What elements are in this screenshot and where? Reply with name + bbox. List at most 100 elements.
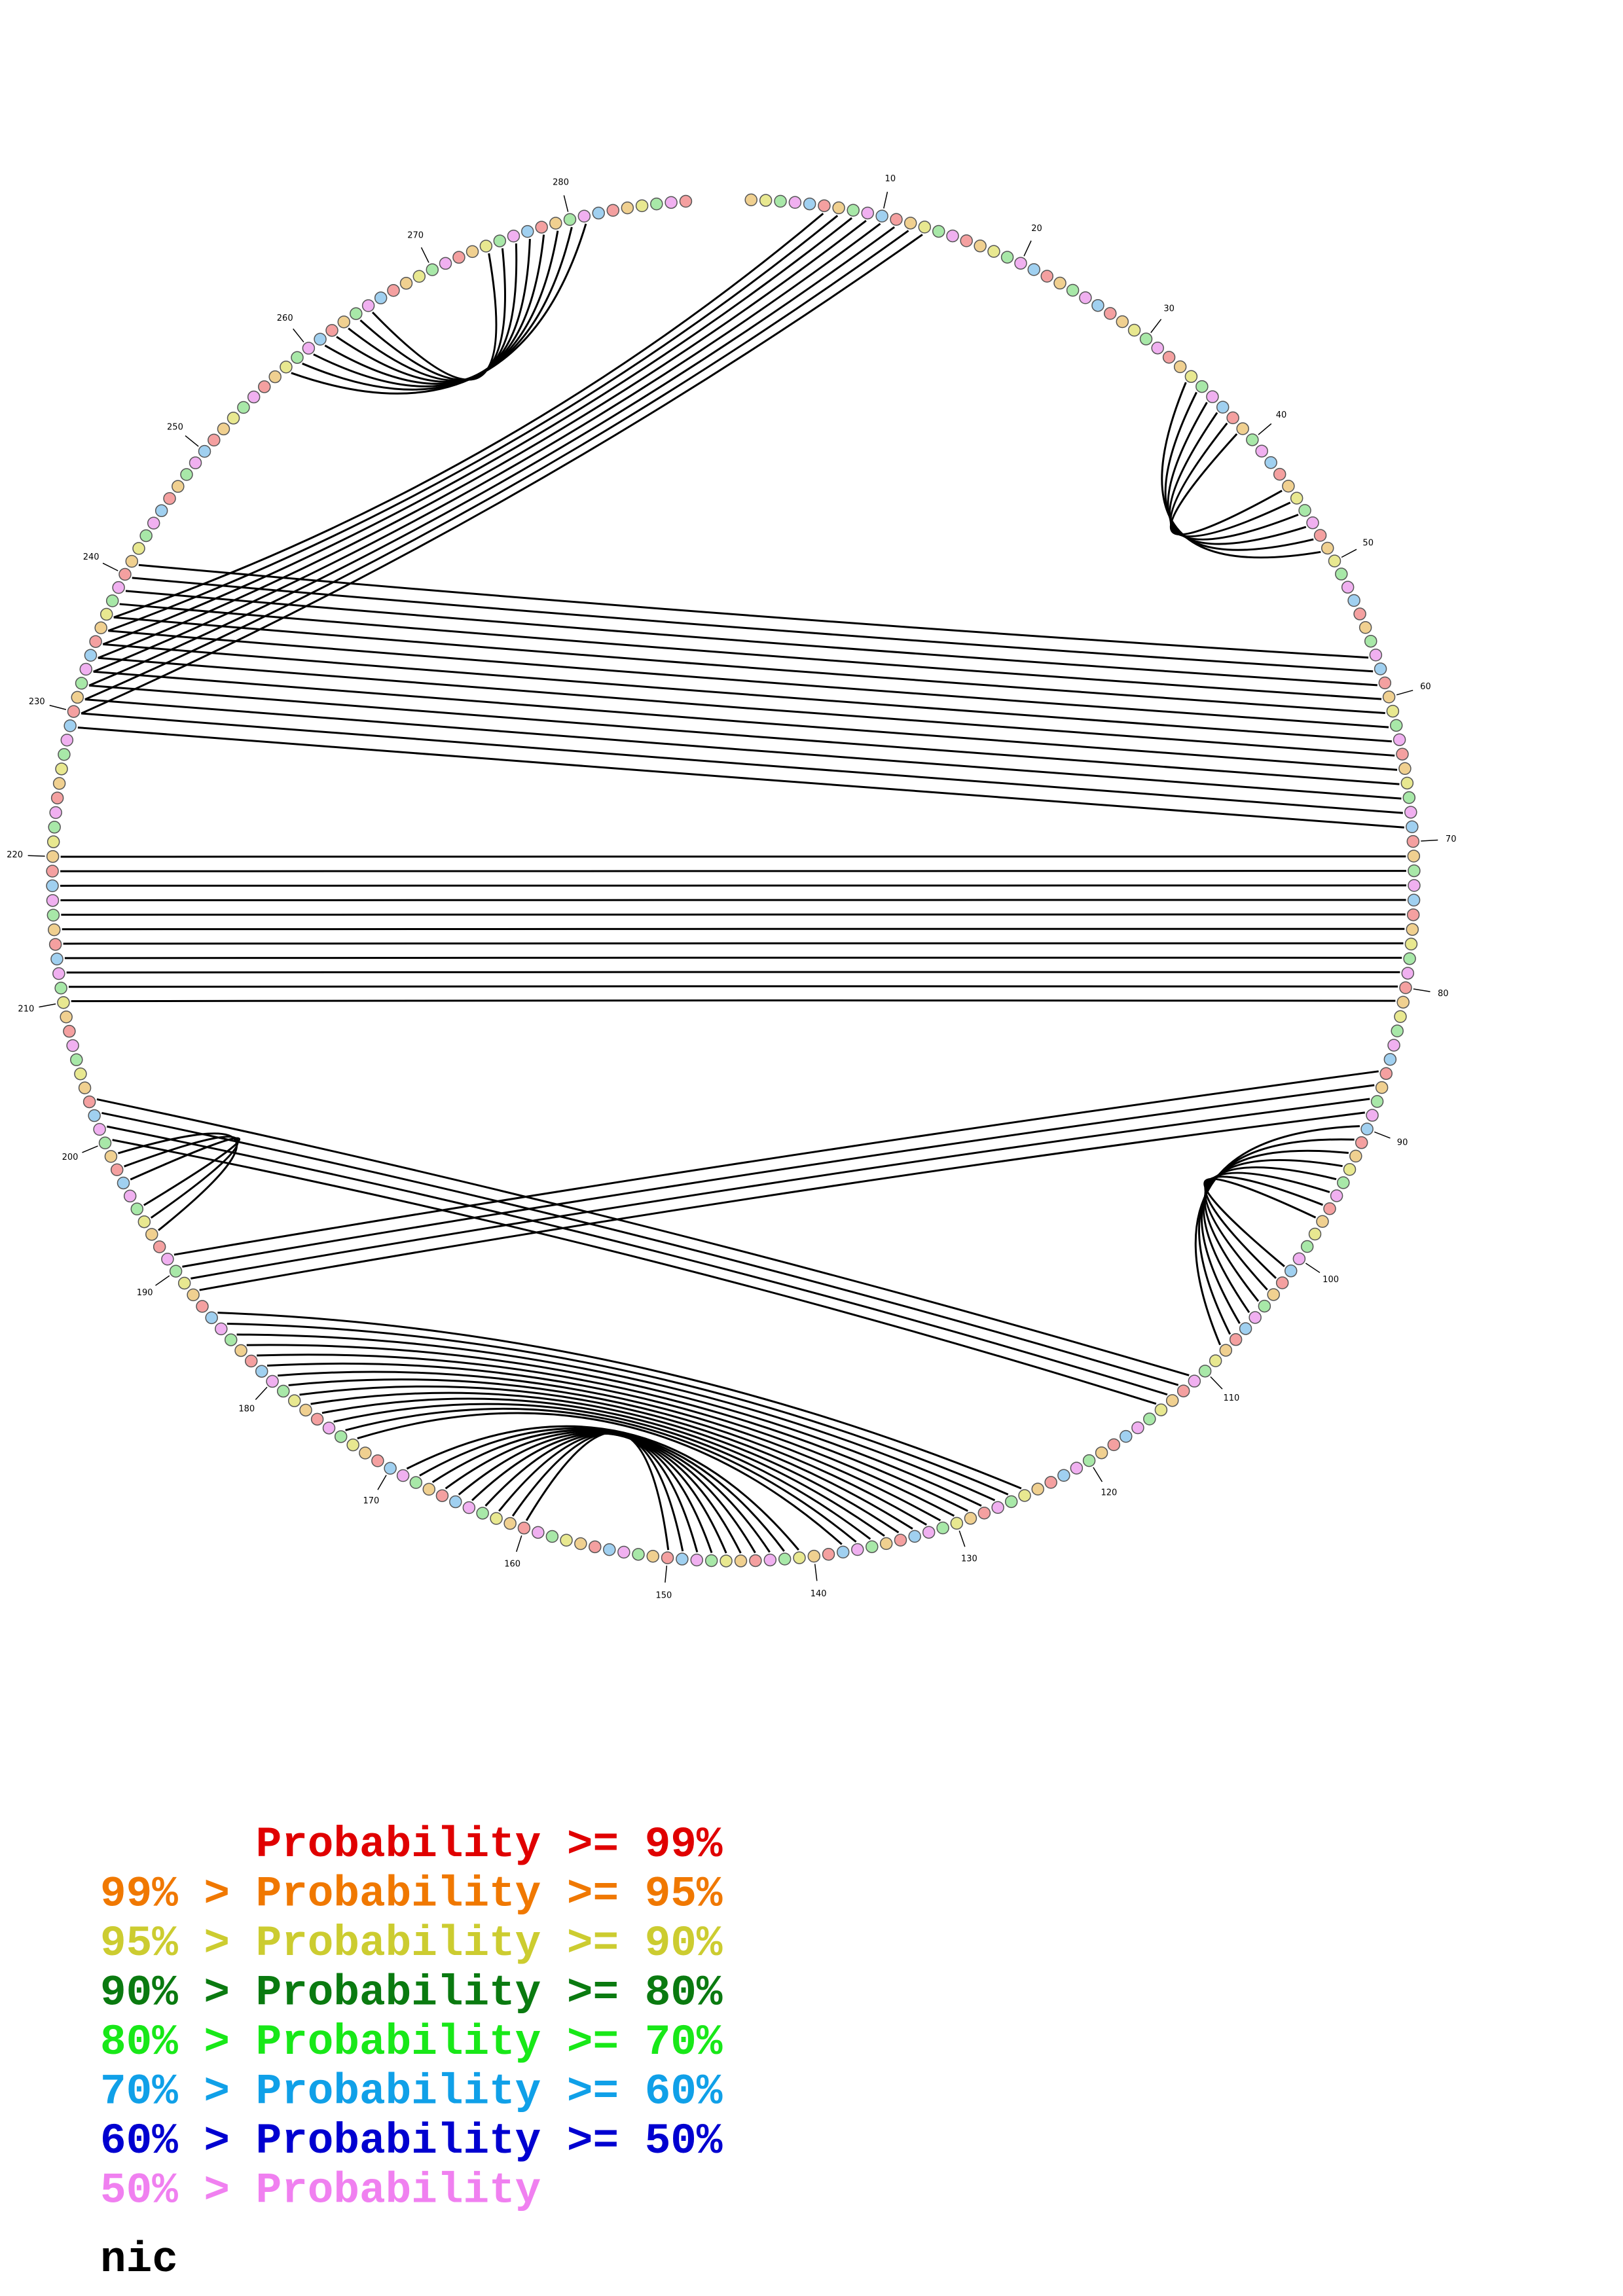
nucleotide — [350, 307, 363, 320]
nucleotide — [67, 705, 81, 718]
tick-label: 210 — [18, 1005, 34, 1014]
base-pair-arc — [77, 726, 1404, 829]
nucleotide — [890, 213, 903, 226]
nucleotide — [1400, 776, 1414, 790]
nucleotide — [1151, 341, 1164, 355]
tick-label: 20 — [1031, 224, 1042, 234]
arcs — [60, 213, 1406, 1554]
nucleotide — [720, 1554, 733, 1568]
tick-label: 120 — [1101, 1488, 1117, 1498]
nucleotide — [48, 923, 61, 937]
tick-label: 90 — [1397, 1138, 1408, 1148]
tick-line — [1413, 988, 1431, 992]
nucleotide — [1195, 380, 1209, 393]
nucleotide — [836, 1545, 850, 1559]
legend-label: Probability >= 99% — [256, 1820, 723, 1869]
tick-label: 180 — [238, 1405, 255, 1414]
nucleotide — [1053, 276, 1067, 290]
nucleotide — [1154, 1403, 1168, 1416]
nucleotide — [1139, 332, 1153, 346]
nucleotide — [704, 1554, 718, 1568]
tick-line — [883, 191, 888, 209]
nucleotide — [1306, 516, 1319, 529]
nucleotide — [361, 299, 375, 312]
nucleotide — [822, 1548, 835, 1561]
nucleotide — [66, 1039, 79, 1052]
nucleotide — [1120, 1429, 1133, 1443]
tick-line — [1305, 1263, 1321, 1274]
nucleotide — [247, 390, 261, 404]
nucleotide — [1239, 1322, 1252, 1335]
nucleotide — [1284, 1265, 1298, 1278]
base-pair-arc — [84, 698, 1402, 800]
base-pair-arc — [173, 1070, 1379, 1256]
base-pair-arc — [61, 913, 1406, 916]
nucleotide — [325, 324, 338, 337]
nucleotide — [50, 952, 64, 965]
base-pair-arc — [1169, 422, 1291, 537]
base-pair-arc — [60, 855, 1406, 858]
nucleotide — [918, 221, 932, 234]
nucleotide — [88, 1109, 101, 1122]
base-pair-arc — [71, 999, 1396, 1003]
base-pair-arc — [60, 870, 1406, 872]
nucleotide — [78, 1081, 92, 1094]
nucleotide — [1386, 704, 1400, 718]
nucleotide — [977, 1507, 991, 1520]
nucleotide — [679, 194, 693, 208]
nucleotide — [224, 1333, 238, 1346]
base-pair-arc — [1167, 401, 1307, 545]
nucleotide — [125, 554, 139, 568]
nucleotide — [563, 213, 577, 226]
nucleotide — [198, 444, 211, 458]
base-pair-arc — [130, 1137, 241, 1206]
nucleotide — [1406, 820, 1419, 834]
tick-label: 240 — [83, 552, 100, 562]
base-pair-arc — [1204, 1172, 1330, 1291]
nucleotide — [847, 204, 860, 217]
base-pair-arc — [81, 712, 1403, 814]
nucleotide — [215, 1322, 228, 1336]
nucleotide — [774, 194, 787, 208]
nucleotide — [1267, 1288, 1280, 1301]
nucleotide — [577, 209, 591, 223]
nucleotide — [665, 196, 678, 209]
nucleotide — [52, 967, 65, 980]
nucleotide — [71, 691, 84, 704]
tick-label: 140 — [811, 1589, 827, 1599]
nucleotide — [1391, 1024, 1404, 1037]
nucleotide — [646, 1549, 659, 1563]
nucleotide — [322, 1422, 336, 1435]
nucleotide — [549, 217, 562, 230]
nucleotide — [1394, 1010, 1407, 1023]
nucleotide — [139, 529, 153, 543]
nucleotide — [227, 412, 240, 425]
nucleotide — [49, 806, 62, 819]
nucleotide — [462, 1501, 476, 1515]
nucleotide — [1408, 879, 1421, 892]
base-pair-arc — [138, 564, 1369, 659]
base-pair-arc — [93, 670, 1398, 771]
base-pair-arc — [93, 223, 881, 673]
nucleotide — [1143, 1412, 1156, 1426]
nucleotide — [879, 1537, 893, 1551]
nucleotide — [426, 263, 439, 276]
nucleotide — [1206, 390, 1219, 403]
nucleotide — [1323, 1202, 1336, 1215]
legend-label: Probability >= 70% — [256, 2018, 723, 2067]
nucleotide — [1004, 1495, 1018, 1509]
nucleotide — [964, 1512, 977, 1525]
nucleotide — [1337, 1176, 1350, 1189]
nucleotide — [793, 1551, 806, 1564]
base-pair-arc — [96, 1098, 1190, 1376]
base-pair-arc — [406, 1425, 799, 1551]
nucleotide — [1407, 893, 1421, 907]
nucleotide — [60, 734, 74, 747]
base-pair-arc — [333, 1403, 871, 1540]
nucleotide — [832, 201, 845, 215]
base-pair-arc — [525, 1431, 670, 1551]
nucleotide — [1258, 1299, 1271, 1313]
nucleotide — [104, 1150, 118, 1163]
